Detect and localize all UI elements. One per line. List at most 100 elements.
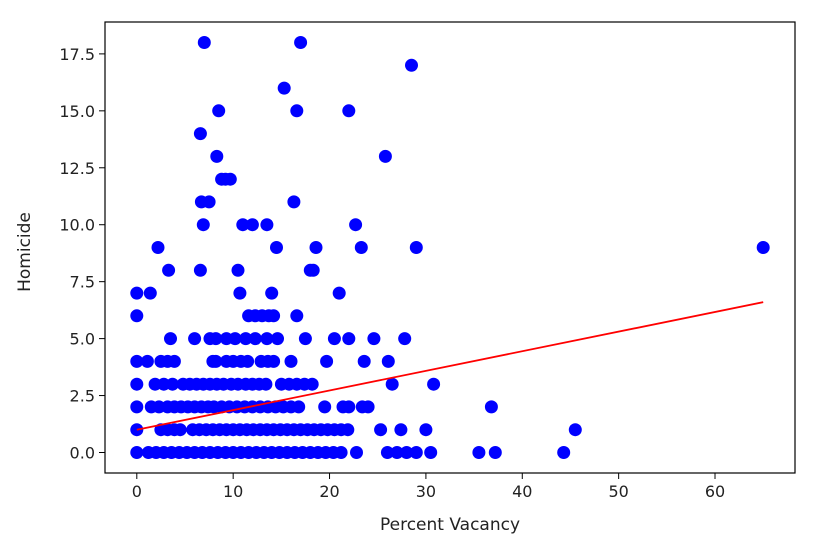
data-point [378,149,392,163]
data-point [756,241,770,254]
data-point [209,354,223,368]
data-point [130,377,144,391]
data-point [233,286,247,300]
data-point [488,446,502,459]
data-point [332,286,346,300]
data-point [380,446,394,459]
x-tick-label: 0 [132,482,142,501]
fit-line-layer [136,301,764,431]
regression-line [136,301,764,431]
data-point [140,354,154,368]
x-tick-label: 40 [512,482,532,501]
data-point [400,446,414,459]
data-point [162,263,176,277]
data-point [277,81,291,95]
y-tick-label: 2.5 [70,387,95,406]
data-point [327,332,341,346]
data-point [409,241,423,254]
y-tick-label: 17.5 [59,45,95,64]
data-point [405,58,418,72]
data-point [361,400,375,414]
data-point [342,104,356,118]
plot-area-background [105,22,795,473]
data-point [202,195,216,209]
data-point [267,354,281,368]
data-point [236,218,250,232]
data-point [341,423,355,437]
data-point [260,218,274,232]
data-point [427,377,441,391]
y-axis: 0.0 2.5 5.0 7.5 10.0 12.5 15.0 17.5 [59,45,105,463]
data-point [394,423,408,437]
data-point [374,423,388,437]
data-point [130,309,144,323]
data-point [367,332,381,346]
data-point [143,286,157,300]
data-point [193,127,207,141]
x-tick-label: 20 [319,482,339,501]
x-tick-label: 50 [608,482,628,501]
data-point [248,332,262,346]
data-point [568,423,582,437]
plot-frame [104,21,796,474]
data-point [267,309,281,323]
data-point [294,36,308,49]
y-axis-label: Homicide [15,212,35,292]
y-tick-label: 10.0 [59,216,95,235]
data-point [130,286,144,300]
data-point [239,332,253,346]
data-point [210,149,224,163]
data-point [357,354,371,368]
data-point [209,332,223,346]
data-point [298,332,312,346]
data-point [188,332,202,346]
data-point [390,446,404,459]
data-point [196,218,210,232]
data-point [130,446,144,459]
data-point [271,332,284,346]
data-point [130,354,144,368]
data-point [265,286,279,300]
data-point [167,354,181,368]
data-point [151,241,165,254]
data-point [245,218,259,232]
data-point [164,332,177,346]
data-point [385,377,399,391]
data-point [309,241,323,254]
data-point [320,354,334,368]
points-layer [130,36,770,459]
data-point [306,263,320,277]
data-point [193,263,207,277]
data-point [334,446,348,459]
x-tick-label: 60 [705,482,725,501]
data-point [231,263,245,277]
x-axis-label: Percent Vacancy [380,515,520,535]
y-tick-label: 5.0 [70,330,95,349]
data-point [305,377,319,391]
data-point [197,36,211,49]
data-point [270,241,283,254]
data-point [419,423,433,437]
data-point [354,241,368,254]
x-axis: 0 10 20 30 40 50 60 [132,473,725,501]
data-point [318,400,332,414]
data-point [472,446,486,459]
data-point [350,446,363,459]
data-point [241,354,255,368]
y-tick-label: 0.0 [70,444,95,463]
data-point [287,195,301,209]
data-point [130,400,144,414]
y-tick-label: 15.0 [59,102,95,121]
data-point [173,423,187,437]
data-point [409,446,423,459]
data-point [260,332,274,346]
data-point [166,377,179,391]
data-point [212,104,226,118]
data-point [259,377,273,391]
y-tick-label: 12.5 [59,159,95,178]
data-point [398,332,412,346]
data-point [284,354,298,368]
data-point [223,172,237,186]
data-point [228,332,242,346]
